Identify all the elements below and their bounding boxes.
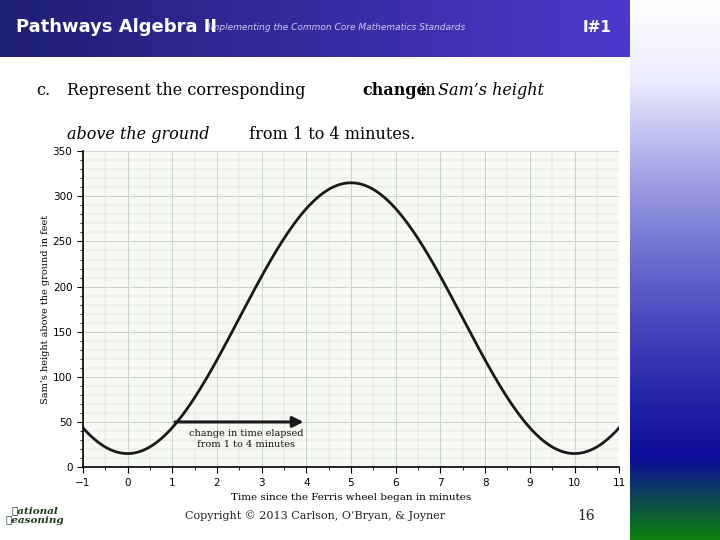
X-axis label: Time since the Ferris wheel began in minutes: Time since the Ferris wheel began in min… [231, 493, 471, 502]
Text: Represent the corresponding: Represent the corresponding [67, 82, 310, 99]
Text: from 1 to 4 minutes.: from 1 to 4 minutes. [244, 126, 415, 143]
Text: above the ground: above the ground [67, 126, 210, 143]
Text: change in time elapsed
from 1 to 4 minutes: change in time elapsed from 1 to 4 minut… [189, 429, 303, 449]
Text: 16: 16 [577, 509, 595, 523]
Text: Implementing the Common Core Mathematics Standards: Implementing the Common Core Mathematics… [208, 23, 465, 32]
Text: I#1: I#1 [582, 20, 611, 35]
Text: change: change [362, 82, 427, 99]
Text: Pathways Algebra II: Pathways Algebra II [16, 18, 217, 36]
Y-axis label: Sam’s height above the ground in feet: Sam’s height above the ground in feet [41, 214, 50, 404]
Text: in: in [415, 82, 441, 99]
Text: Copyright © 2013 Carlson, O’Bryan, & Joyner: Copyright © 2013 Carlson, O’Bryan, & Joy… [185, 510, 445, 521]
Text: Sam’s height: Sam’s height [438, 82, 544, 99]
Text: ℚational
℞easoning: ℚational ℞easoning [5, 506, 64, 525]
Text: c.: c. [37, 82, 50, 99]
